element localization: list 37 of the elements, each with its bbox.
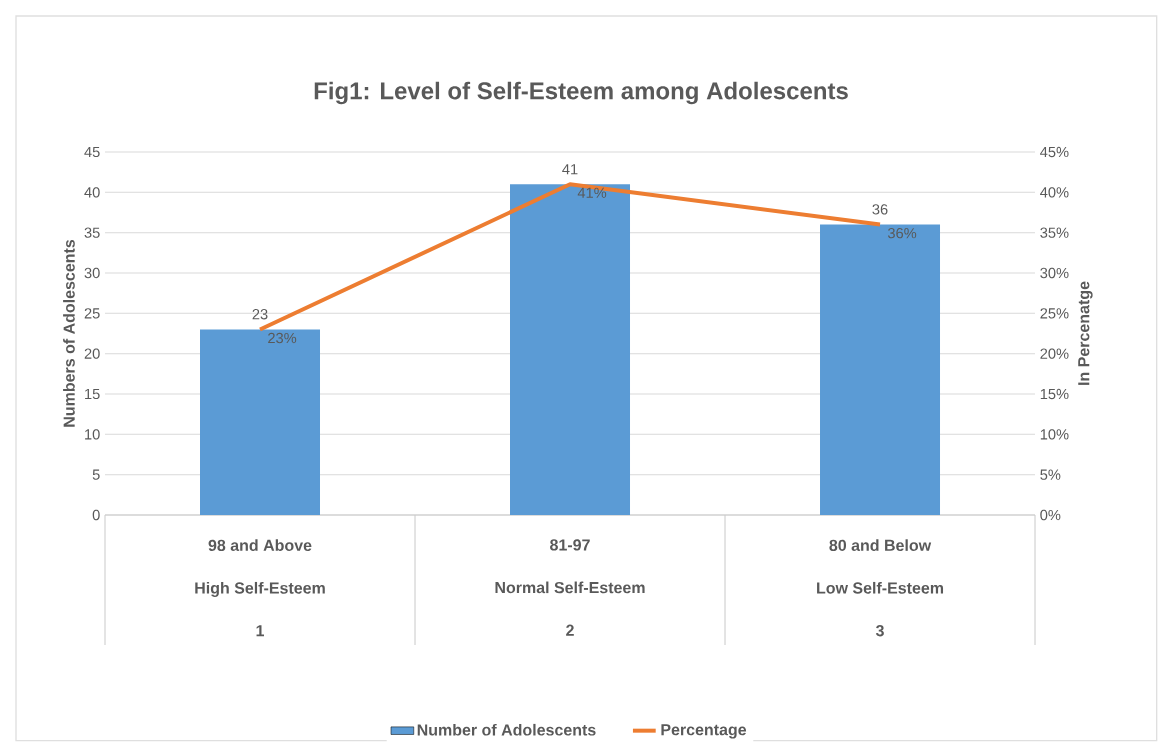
y2-axis-title: In Percenatge bbox=[1078, 281, 1093, 385]
y-tick-label: 10 bbox=[85, 429, 100, 440]
y-tick-label: 5 bbox=[92, 469, 100, 480]
y2-tick-label: 35% bbox=[1040, 227, 1069, 238]
y2-tick-label: 15% bbox=[1040, 388, 1069, 400]
chart-title: Fig1: Level of Self-Esteem among Adolescents bbox=[314, 81, 848, 105]
y2-tick-label: 5% bbox=[1040, 469, 1061, 480]
data-label: 23 bbox=[252, 309, 268, 320]
y-tick-label: 45 bbox=[84, 146, 100, 158]
legend-label: Percentage bbox=[661, 724, 747, 739]
bar bbox=[200, 329, 321, 515]
y2-tick-label: 20% bbox=[1040, 348, 1069, 359]
y2-tick-label: 30% bbox=[1040, 267, 1069, 279]
category-label: 81-97 Normal Self-Esteem 2 bbox=[495, 539, 645, 636]
data-label: 41 bbox=[562, 164, 578, 175]
y-tick-label: 30 bbox=[84, 267, 100, 279]
category-label: 98 and Above High Self-Esteem 1 bbox=[195, 539, 325, 637]
y-tick-label: 40 bbox=[84, 187, 100, 198]
y-tick-label: 25 bbox=[84, 308, 100, 319]
y-tick-label: 0 bbox=[92, 509, 100, 521]
category-label: 80 and Below Low Self-Esteem 3 bbox=[817, 539, 944, 637]
y-tick-label: 15 bbox=[85, 388, 100, 400]
bar bbox=[510, 184, 631, 515]
y2-tick-label: 10% bbox=[1040, 429, 1069, 440]
y2-tick-label: 0% bbox=[1040, 509, 1061, 521]
y2-tick-label: 45% bbox=[1040, 146, 1069, 158]
legend-label: Number of Adolescents bbox=[417, 723, 596, 736]
y-axis-title: Numbers of Adolescents bbox=[63, 239, 75, 427]
bar bbox=[820, 224, 941, 515]
y-tick-label: 20 bbox=[84, 348, 100, 359]
y2-tick-label: 25% bbox=[1040, 308, 1069, 319]
y2-tick-label: 40% bbox=[1040, 187, 1069, 198]
data-label: 41% bbox=[577, 187, 607, 198]
data-label: 23% bbox=[268, 332, 297, 344]
data-label: 36 bbox=[872, 204, 888, 215]
data-label: 36% bbox=[887, 227, 917, 239]
y-tick-label: 35 bbox=[84, 227, 100, 238]
